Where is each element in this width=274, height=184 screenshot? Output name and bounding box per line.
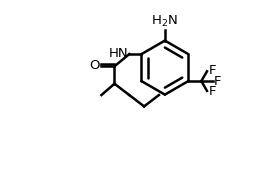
Text: F: F — [209, 85, 216, 98]
Text: H$_2$N: H$_2$N — [152, 14, 178, 29]
Text: O: O — [90, 59, 100, 72]
Text: F: F — [209, 64, 216, 77]
Text: HN: HN — [109, 47, 129, 60]
Text: F: F — [214, 75, 222, 88]
